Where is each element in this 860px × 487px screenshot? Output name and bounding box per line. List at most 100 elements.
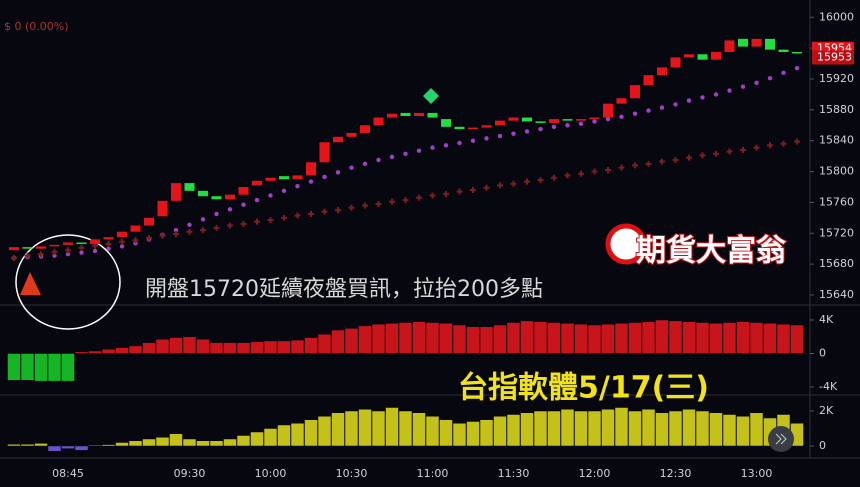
indicator-dot xyxy=(754,80,759,86)
bar xyxy=(722,322,737,354)
header: $ 0 (0.00%) xyxy=(4,20,69,33)
bar xyxy=(695,410,710,447)
indicator-cross xyxy=(537,177,544,184)
bar xyxy=(196,339,210,354)
indicator-dot xyxy=(659,105,665,110)
indicator-dot xyxy=(376,157,381,163)
indicator-cross xyxy=(78,244,85,251)
indicator-cross xyxy=(294,212,301,219)
price-label: 15953 xyxy=(817,51,852,64)
bar xyxy=(574,323,588,354)
bar xyxy=(317,333,332,354)
candle xyxy=(265,177,276,181)
bar xyxy=(749,322,764,354)
y-tick-label: 15840 xyxy=(819,134,854,147)
indicator-dot xyxy=(214,211,219,217)
annotation: 開盤15720延續夜盤買訊，拉抬200多點 xyxy=(145,277,543,302)
indicator-cross xyxy=(51,248,58,255)
indicator-dot xyxy=(470,138,476,143)
bar xyxy=(493,324,507,354)
indicator-cross xyxy=(645,160,652,167)
y-tick-label: 0 xyxy=(819,347,826,360)
indicator-cross xyxy=(713,150,719,157)
indicator-dot xyxy=(281,188,287,194)
bar xyxy=(776,323,791,354)
candle xyxy=(535,121,546,123)
bar xyxy=(520,320,534,354)
bar xyxy=(790,324,804,354)
bar xyxy=(736,321,750,354)
indicator-cross xyxy=(173,231,179,238)
candle xyxy=(76,242,87,245)
indicator-cross xyxy=(483,184,490,191)
indicator-dot xyxy=(254,197,260,203)
bar xyxy=(155,339,170,354)
signal-diamond xyxy=(423,88,439,104)
logo-target xyxy=(605,223,647,265)
candle xyxy=(292,175,303,180)
indicator-dot xyxy=(632,111,638,116)
bar xyxy=(304,337,318,354)
indicator-cross xyxy=(416,194,422,201)
candle xyxy=(22,247,33,249)
bar xyxy=(61,445,75,449)
candle xyxy=(697,54,708,60)
bar xyxy=(601,408,615,447)
bar xyxy=(439,323,453,354)
highlight-circle xyxy=(15,234,121,330)
bar xyxy=(709,323,723,354)
candle xyxy=(306,162,316,176)
bar xyxy=(628,410,642,447)
candle xyxy=(346,132,357,137)
bar xyxy=(479,326,494,354)
bar xyxy=(533,410,548,447)
indicator-dot xyxy=(686,98,692,103)
candle xyxy=(63,242,73,245)
indicator-cross xyxy=(159,232,166,239)
indicator-cross xyxy=(200,227,206,234)
candle xyxy=(400,112,411,116)
bar xyxy=(655,412,669,447)
candle xyxy=(49,244,60,247)
indicator-dot xyxy=(619,114,624,119)
bar xyxy=(641,408,656,447)
candle xyxy=(387,113,397,118)
bar xyxy=(182,336,197,354)
bar xyxy=(7,353,21,381)
candle xyxy=(36,246,46,249)
indicator-cross xyxy=(321,208,328,215)
bar xyxy=(115,347,129,354)
indicator-dot xyxy=(551,124,557,129)
indicator-cross xyxy=(254,218,260,225)
bar xyxy=(196,440,210,447)
bar xyxy=(587,410,602,447)
bar xyxy=(290,422,305,447)
candle xyxy=(508,117,519,121)
indicator-dot xyxy=(187,222,192,227)
bar xyxy=(331,412,345,447)
bar xyxy=(236,435,251,447)
bar xyxy=(560,408,575,447)
bar xyxy=(155,436,170,447)
bar xyxy=(682,321,696,354)
bar xyxy=(128,440,143,447)
indicator-cross xyxy=(348,204,355,211)
indicator-cross xyxy=(240,221,247,227)
indicator-dot xyxy=(308,179,314,184)
bar xyxy=(88,350,102,354)
indicator-cross xyxy=(497,182,503,189)
indicator-cross xyxy=(443,190,449,197)
scroll-icon xyxy=(775,433,787,445)
bar xyxy=(371,410,386,447)
bar xyxy=(722,414,737,447)
indicator-cross xyxy=(672,156,679,163)
y-tick-label: 4K xyxy=(819,313,834,326)
indicator-dot xyxy=(538,126,543,132)
bar xyxy=(47,353,62,382)
candle xyxy=(468,127,478,130)
bar xyxy=(277,424,291,447)
bar xyxy=(763,323,777,354)
indicator-dot xyxy=(592,119,597,124)
indicator-cross xyxy=(227,222,233,229)
bar xyxy=(317,415,332,447)
